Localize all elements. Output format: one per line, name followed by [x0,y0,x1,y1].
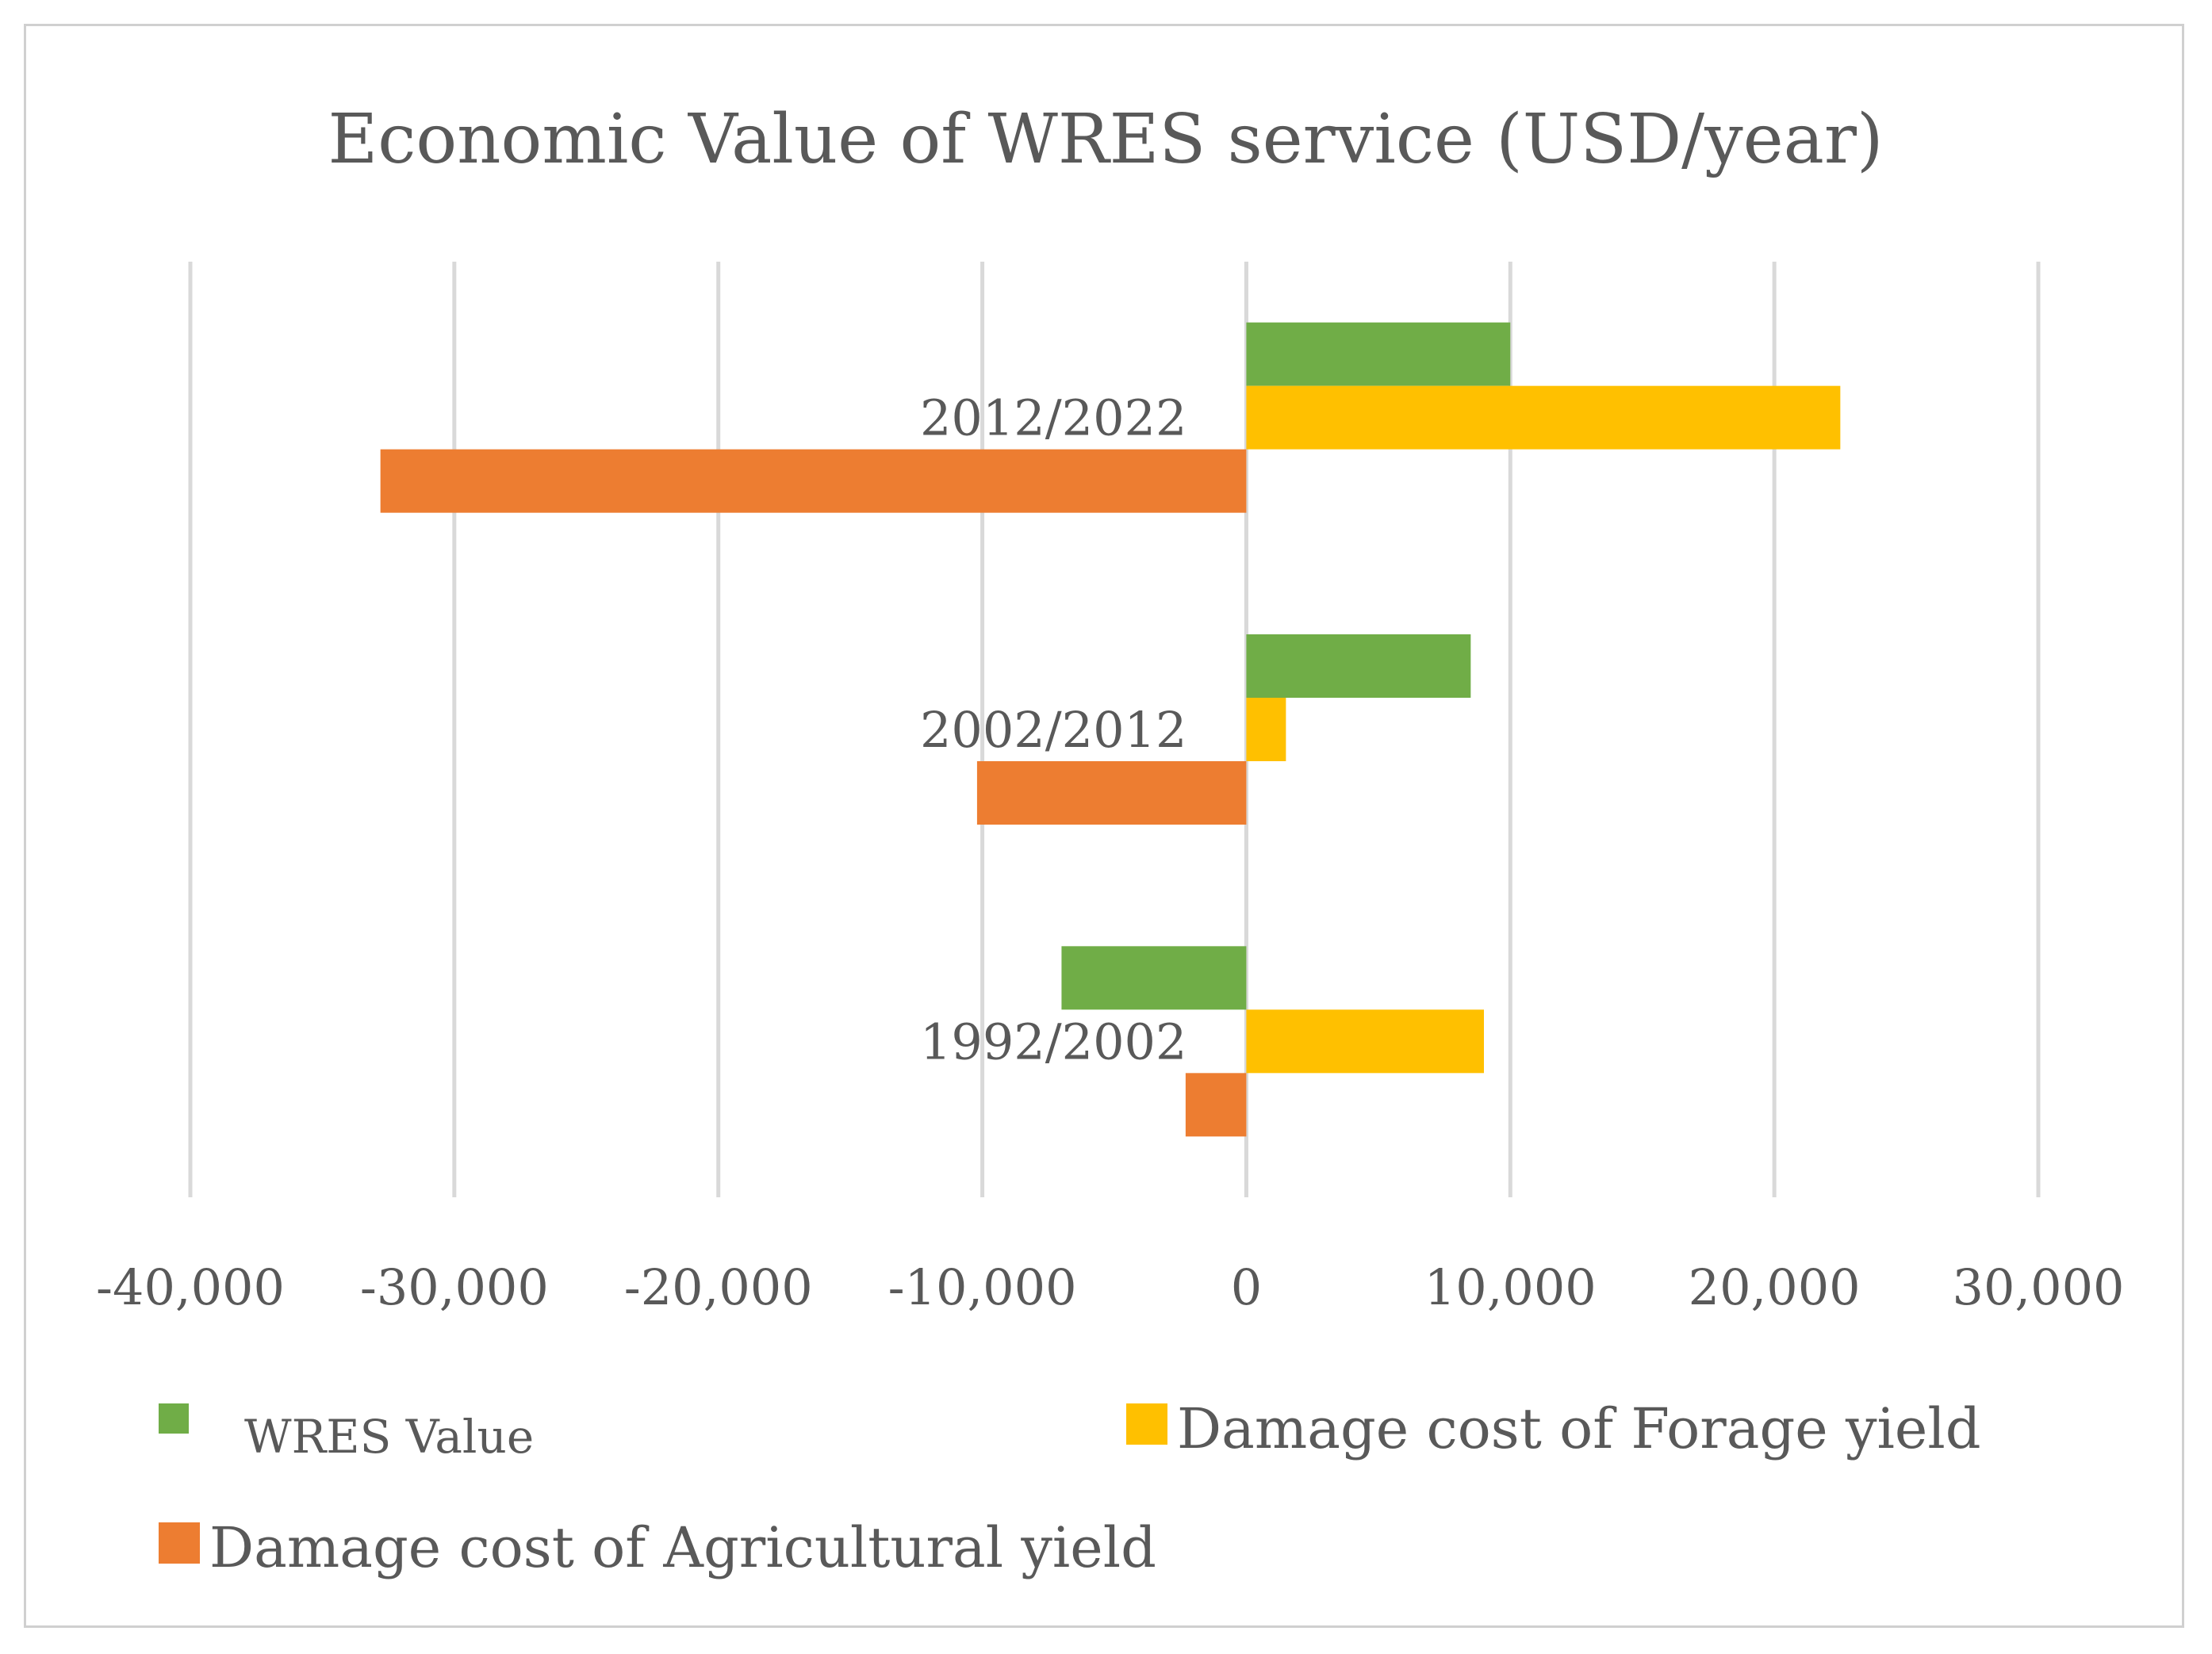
legend-label: WRES Value [244,1410,534,1464]
chart-frame [24,24,2184,1628]
x-tick-label: 30,000 [1953,1258,2125,1316]
legend: WRES Value Damage cost of Forage yield Dam… [159,1396,1981,1580]
bar [976,761,1247,825]
bar [1246,698,1286,761]
legend-label: Damage cost of Agricultural yield [209,1515,1156,1580]
legend-label: Damage cost of Forage yield [1177,1396,1981,1461]
category-label: 2002/2012 [920,701,1187,759]
x-tick-label: -30,000 [360,1258,549,1316]
x-tick-label: -40,000 [96,1258,285,1316]
bar [1246,385,1841,450]
bar [1185,1073,1247,1137]
x-axis-tick-labels: -40,000 -30,000 -20,000 -10,000 0 10,000 20,00… [96,1258,2124,1316]
category-label: 1992/2002 [920,1013,1187,1070]
x-tick-label: 20,000 [1689,1258,1861,1316]
bar [1246,634,1471,698]
bar [380,449,1247,513]
legend-item: Damage cost of Agricultural yield [159,1515,1156,1580]
bar [1246,322,1511,386]
legend-swatch [1126,1403,1167,1445]
legend-item: WRES Value [159,1403,534,1464]
legend-item: Damage cost of Forage yield [1126,1396,1981,1461]
x-tick-label: 0 [1231,1258,1262,1316]
bar [1061,946,1247,1010]
x-tick-label: 10,000 [1424,1258,1597,1316]
x-tick-label: -20,000 [624,1258,813,1316]
category-labels: 1992/2002 2002/2012 2012/2022 [920,389,1187,1071]
legend-swatch [159,1522,200,1564]
bars [380,322,1841,1137]
legend-swatch [159,1403,189,1434]
chart-title: Economic Value of WRES service (USD/year… [328,100,1883,179]
bar [1246,1009,1484,1074]
category-label: 2012/2022 [920,389,1187,447]
x-tick-label: -10,000 [888,1258,1077,1316]
